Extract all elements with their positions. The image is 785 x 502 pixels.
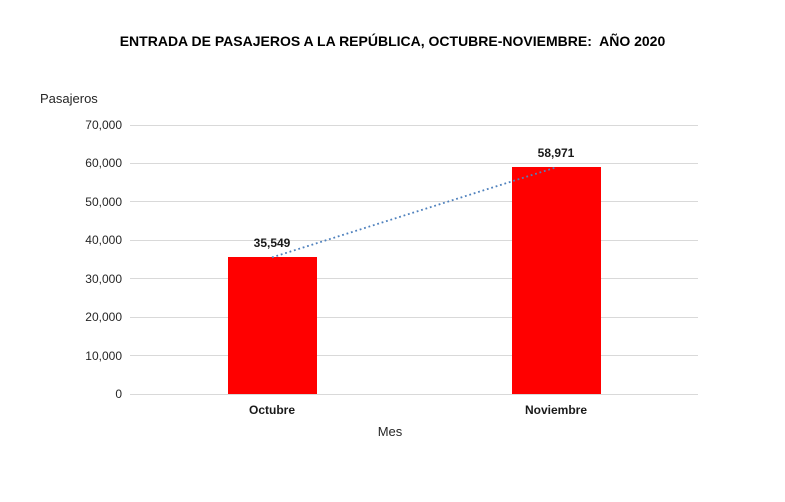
y-axis-tick-label: 40,000 — [85, 233, 122, 248]
y-axis-tick-label: 60,000 — [85, 156, 122, 171]
gridline — [130, 201, 698, 203]
gridline — [130, 124, 698, 126]
y-axis-tick-label: 30,000 — [85, 271, 122, 286]
gridline — [130, 355, 698, 357]
bar-value-label-octubre: 35,549 — [253, 236, 291, 251]
gridline — [130, 239, 698, 241]
bar-octubre — [227, 257, 317, 394]
chart-title: ENTRADA DE PASAJEROS A LA REPÚBLICA, OCT… — [119, 33, 666, 49]
y-axis-title: Pasajeros — [40, 91, 98, 106]
x-axis-tick-label-noviembre: Noviembre — [524, 403, 588, 417]
x-axis-title: Mes — [377, 424, 403, 439]
gridline — [130, 278, 698, 280]
y-axis-tick-label: 10,000 — [85, 348, 122, 363]
gridline — [130, 316, 698, 318]
bar-noviembre — [511, 167, 601, 394]
y-axis-tick-label: 20,000 — [85, 310, 122, 325]
x-axis-tick-label-octubre: Octubre — [248, 403, 295, 417]
y-axis-tick-label: 0 — [115, 387, 122, 401]
y-axis-tick-label: 50,000 — [85, 194, 122, 209]
bar-value-label-noviembre: 58,971 — [537, 146, 575, 161]
gridline — [130, 393, 698, 395]
y-axis-tick-label: 70,000 — [85, 118, 122, 132]
gridline — [130, 162, 698, 164]
